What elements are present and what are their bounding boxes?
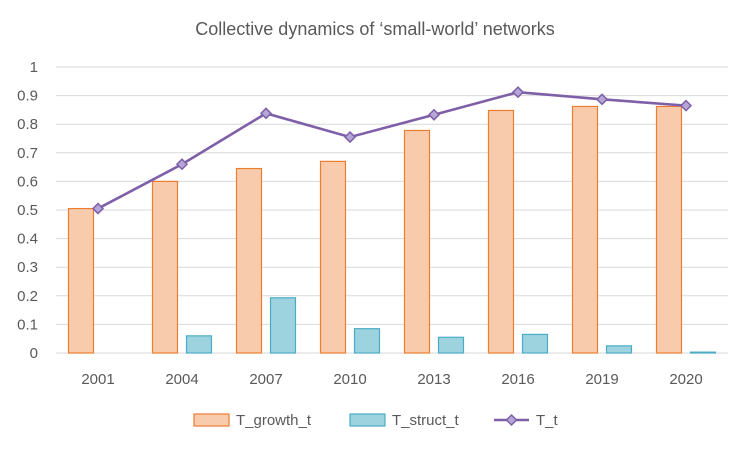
x-tick-label: 2019 bbox=[585, 371, 618, 388]
x-tick-label: 2020 bbox=[669, 371, 702, 388]
legend-swatch-t-growth-t bbox=[193, 413, 230, 427]
bar-t-growth-t-2013 bbox=[403, 129, 431, 354]
bar-t-struct-t-2010 bbox=[353, 328, 381, 354]
y-tick-label: 0 bbox=[30, 345, 38, 362]
bar-t-struct-t-2016 bbox=[521, 333, 549, 354]
point-t-t-2013 bbox=[427, 108, 441, 121]
point-t-t-2007 bbox=[259, 107, 273, 120]
y-tick-label: 0.1 bbox=[17, 316, 38, 333]
y-tick-label: 1 bbox=[30, 59, 38, 76]
y-tick-label: 0.5 bbox=[17, 202, 38, 219]
x-tick-label: 2007 bbox=[249, 371, 282, 388]
line-t-t bbox=[97, 90, 687, 210]
point-t-t-2020 bbox=[679, 99, 693, 112]
bar-t-struct-t-2019 bbox=[605, 345, 633, 354]
x-tick-label: 2001 bbox=[81, 371, 114, 388]
bar-t-growth-t-2020 bbox=[655, 105, 683, 354]
legend-swatch-t-struct-t bbox=[349, 413, 386, 427]
y-tick-label: 0.7 bbox=[17, 145, 38, 162]
bar-t-growth-t-2001 bbox=[67, 207, 95, 354]
legend-label-t-struct-t: T_struct_t bbox=[392, 412, 460, 429]
point-t-t-2010 bbox=[343, 131, 357, 144]
bar-t-growth-t-2007 bbox=[235, 167, 263, 354]
y-tick-label: 0.8 bbox=[17, 116, 38, 133]
bar-t-struct-t-2020 bbox=[689, 351, 717, 354]
y-tick-label: 0.2 bbox=[17, 288, 38, 305]
x-tick-label: 2004 bbox=[165, 371, 198, 388]
bar-t-growth-t-2004 bbox=[151, 180, 179, 354]
y-tick-label: 0.4 bbox=[17, 231, 38, 248]
y-tick-label: 0.9 bbox=[17, 88, 38, 105]
legend: T_growth_t T_struct_t T_t bbox=[193, 412, 559, 429]
bar-t-struct-t-2013 bbox=[437, 336, 465, 354]
line-series bbox=[91, 86, 693, 215]
bar-t-growth-t-2010 bbox=[319, 160, 347, 354]
x-axis-tick-labels: 2001 2004 2007 2010 2013 2016 2019 2020 bbox=[81, 371, 702, 388]
bar-t-growth-t-2016 bbox=[487, 109, 515, 354]
legend-label-t-growth-t: T_growth_t bbox=[236, 412, 312, 429]
chart-title: Collective dynamics of ‘small-world’ net… bbox=[195, 19, 554, 39]
bar-t-growth-t-2019 bbox=[571, 105, 599, 354]
point-t-t-2019 bbox=[595, 93, 609, 106]
point-t-t-2016 bbox=[511, 86, 525, 99]
y-axis-tick-labels: 0 0.1 0.2 0.3 0.4 0.5 0.6 0.7 0.8 0.9 1 bbox=[17, 59, 38, 362]
legend-marker-t-t bbox=[505, 413, 518, 427]
bar-t-struct-t-2004 bbox=[185, 335, 213, 354]
y-tick-label: 0.6 bbox=[17, 173, 38, 190]
x-tick-label: 2010 bbox=[333, 371, 366, 388]
x-tick-label: 2013 bbox=[417, 371, 450, 388]
point-t-t-2004 bbox=[175, 158, 189, 171]
point-t-t-2001 bbox=[91, 202, 105, 215]
x-tick-label: 2016 bbox=[501, 371, 534, 388]
legend-label-t-t: T_t bbox=[536, 412, 559, 429]
bar-t-struct-t-2007 bbox=[269, 297, 297, 354]
bars bbox=[67, 105, 717, 354]
y-tick-label: 0.3 bbox=[17, 259, 38, 276]
